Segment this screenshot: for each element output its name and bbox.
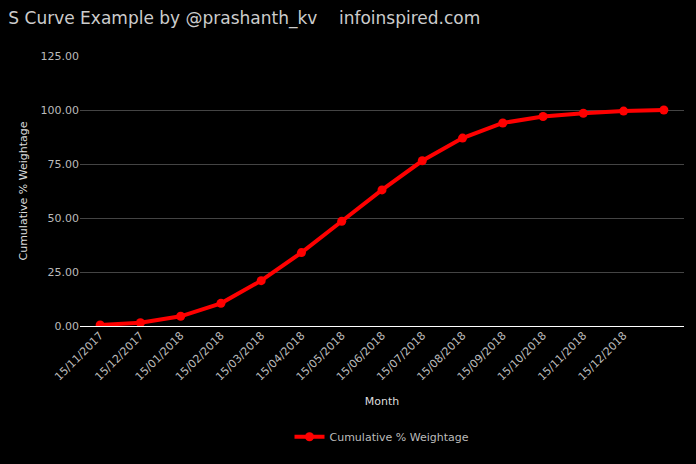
svg-text:25.00: 25.00 xyxy=(48,266,80,279)
svg-text:75.00: 75.00 xyxy=(48,158,80,171)
svg-text:Cumulative % Weightage: Cumulative % Weightage xyxy=(330,431,469,444)
svg-text:S Curve Example by @prashanth_: S Curve Example by @prashanth_kv infoins… xyxy=(8,8,480,29)
svg-text:15/02/2018: 15/02/2018 xyxy=(173,329,227,383)
svg-text:15/08/2018: 15/08/2018 xyxy=(415,329,469,383)
svg-text:15/11/2018: 15/11/2018 xyxy=(535,329,589,383)
svg-text:15/03/2018: 15/03/2018 xyxy=(213,329,267,383)
svg-text:15/10/2018: 15/10/2018 xyxy=(495,329,549,383)
svg-text:125.00: 125.00 xyxy=(41,50,80,63)
svg-text:50.00: 50.00 xyxy=(48,212,80,225)
svg-text:15/11/2017: 15/11/2017 xyxy=(52,329,106,383)
svg-text:15/12/2018: 15/12/2018 xyxy=(576,329,630,383)
svg-text:15/07/2018: 15/07/2018 xyxy=(374,329,428,383)
svg-text:15/04/2018: 15/04/2018 xyxy=(253,329,307,383)
svg-text:Month: Month xyxy=(365,395,400,408)
svg-text:15/01/2018: 15/01/2018 xyxy=(133,329,187,383)
svg-text:Cumulative % Weightage: Cumulative % Weightage xyxy=(17,121,30,260)
svg-text:15/09/2018: 15/09/2018 xyxy=(455,329,509,383)
svg-text:15/05/2018: 15/05/2018 xyxy=(294,329,348,383)
svg-text:15/12/2017: 15/12/2017 xyxy=(92,329,146,383)
svg-text:15/06/2018: 15/06/2018 xyxy=(334,329,388,383)
svg-text:0.00: 0.00 xyxy=(55,320,80,333)
svg-text:100.00: 100.00 xyxy=(41,104,80,117)
